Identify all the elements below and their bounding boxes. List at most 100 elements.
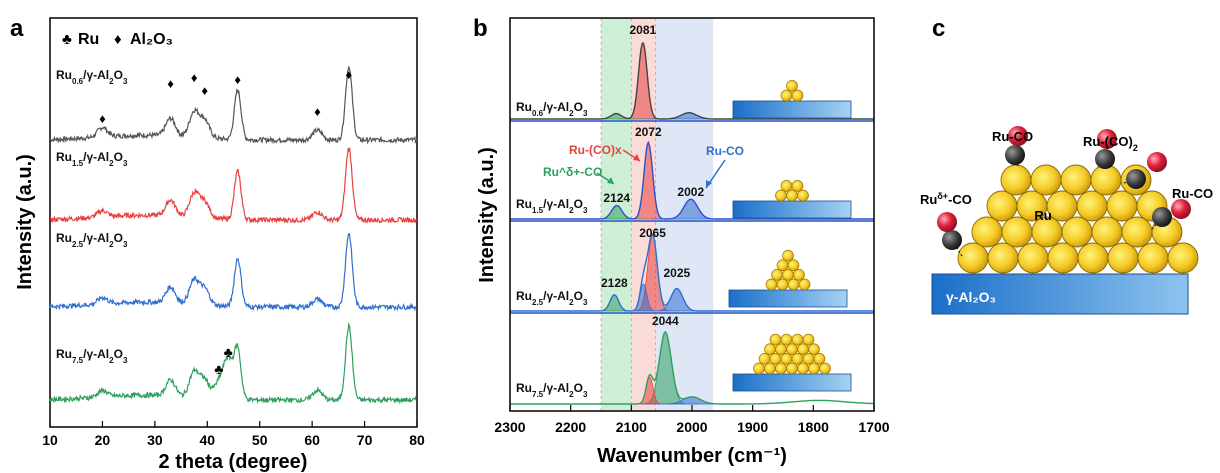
panel-a-y-axis-title: Intensity (a.u.) — [14, 154, 36, 290]
panel-b: b Ru0.6/γ-Al2O3 Ru1.5/γ-Al2O3 Ru2.5/γ-Al2O… — [473, 15, 890, 467]
ru-atom — [780, 89, 793, 102]
inset-support — [732, 373, 852, 392]
xrd-sample-label: Ru0.6/γ-Al2O3 — [56, 68, 128, 86]
ru-atom — [819, 362, 831, 375]
ir-peak-label: 2025 — [663, 266, 690, 280]
oxygen-atom — [1008, 126, 1028, 146]
ru-core-label: Ru — [1034, 208, 1051, 223]
x-tick-label: 1800 — [798, 419, 829, 435]
x-tick-label: 10 — [42, 432, 58, 448]
annotation-ru-co: Ru-CO — [706, 144, 744, 158]
legend-al2o3-label: Al₂O₃ — [130, 31, 173, 48]
ir-peak-label: 2124 — [603, 191, 630, 205]
oxygen-atom — [937, 212, 957, 232]
panel-c-letter: c — [932, 15, 945, 42]
x-tick-label: 80 — [409, 432, 425, 448]
alumina-support — [931, 273, 1189, 315]
ru-atom — [787, 259, 800, 272]
ru-atom — [776, 259, 789, 272]
x-tick-label: 2200 — [555, 419, 586, 435]
ru-club-marker: ♣ — [224, 344, 233, 360]
carbon-atom — [1095, 149, 1115, 169]
ru-atom — [802, 353, 815, 365]
x-tick-label: 30 — [147, 432, 163, 448]
ir-x-ticks: 2300 2200 2100 2000 1900 1800 1700 — [494, 405, 890, 435]
ru-atom — [791, 353, 804, 365]
ru-atom — [1106, 190, 1138, 222]
ir-envelope-line — [510, 140, 874, 220]
ru-atom — [813, 353, 826, 365]
panel-b-y-axis-title: Intensity (a.u.) — [476, 147, 498, 283]
ir-labels: Ru0.6/γ-Al2O3 Ru1.5/γ-Al2O3 Ru2.5/γ-Al2O3 R… — [516, 23, 744, 399]
ru-atom — [787, 278, 800, 291]
ru-atom — [1001, 216, 1033, 248]
ru-atom — [1077, 242, 1109, 274]
ru-atom — [786, 343, 798, 356]
xrd-series-line — [50, 147, 418, 225]
ru-atom — [1167, 242, 1199, 274]
ru-co-top-label: Ru-CO — [992, 129, 1033, 144]
ru-atom — [786, 189, 798, 202]
ru-nanoparticle — [957, 164, 1199, 274]
al2o3-diamond-marker: ♦ — [346, 67, 353, 82]
ru-atom — [1090, 164, 1122, 196]
x-tick-label: 60 — [304, 432, 320, 448]
ru-atom — [1030, 164, 1062, 196]
ru-atom — [1091, 216, 1123, 248]
oxygen-atom — [1147, 152, 1167, 172]
ir-envelope-line — [510, 330, 874, 405]
ru-atom — [771, 269, 783, 281]
x-tick-label: 1700 — [858, 419, 889, 435]
al2o3-diamond-marker: ♦ — [167, 76, 174, 91]
ru-atom — [1047, 242, 1079, 274]
ru-atom — [791, 89, 804, 102]
ru-atom — [769, 353, 782, 365]
ru-atom — [791, 333, 804, 346]
carbon-atom — [942, 230, 962, 250]
ir-panel-separators — [510, 120, 874, 314]
al2o3-diamond-marker: ♦ — [314, 104, 321, 119]
panel-b-x-axis-title: Wavenumber (cm⁻¹) — [597, 445, 787, 467]
ru-atom — [1060, 164, 1092, 196]
ru-club-marker: ♣ — [214, 361, 223, 377]
club-icon: ♣ — [62, 31, 72, 48]
xrd-sample-labels: Ru0.6/γ-Al2O3 Ru1.5/γ-Al2O3 Ru2.5/γ-Al2O3 R… — [56, 68, 128, 365]
xrd-markers: ♦♦ ♦♦♦♦♦♣♣ — [99, 67, 352, 377]
legend-ru-label: Ru — [78, 31, 99, 48]
ir-peak-label: 2128 — [601, 276, 628, 290]
ir-peak-label: 2044 — [652, 314, 679, 328]
ru-atom — [776, 278, 789, 291]
inset-support — [732, 100, 852, 119]
xrd-series-line — [49, 66, 418, 145]
xrd-sample-label: Ru1.5/γ-Al2O3 — [56, 150, 128, 168]
ru-atom — [957, 242, 989, 274]
ru-atom — [775, 362, 787, 375]
x-tick-label: 1900 — [737, 419, 768, 435]
x-tick-label: 2100 — [616, 419, 647, 435]
ru-atom — [797, 189, 809, 202]
inset-support — [732, 200, 852, 219]
ru-atom — [769, 333, 782, 346]
al2o3-diamond-marker: ♦ — [234, 72, 241, 87]
carbon-atom — [1126, 169, 1146, 189]
arrowhead — [706, 180, 712, 188]
carbon-atom — [1152, 207, 1172, 227]
ru-atom — [780, 180, 793, 192]
ir-cluster-insets — [728, 80, 852, 392]
ir-peak-label: 2072 — [635, 125, 662, 139]
x-tick-label: 2000 — [676, 419, 707, 435]
carbon-atom — [1005, 145, 1025, 165]
ru-atom — [782, 269, 794, 281]
ru-atom — [1137, 242, 1169, 274]
panel-a-legend: ♣ Ru ♦ Al₂O₃ — [62, 31, 173, 48]
xrd-sample-label: Ru7.5/γ-Al2O3 — [56, 347, 128, 365]
x-tick-label: 40 — [199, 432, 215, 448]
co-adsorbates — [937, 126, 1191, 257]
ru-atom — [1107, 242, 1139, 274]
xrd-sample-label: Ru2.5/γ-Al2O3 — [56, 231, 128, 249]
ir-peak-label: 2002 — [677, 185, 704, 199]
ru-atom — [764, 362, 776, 375]
ru-atom — [780, 353, 793, 365]
ru-atom — [1000, 164, 1032, 196]
ru-atom — [775, 189, 787, 202]
